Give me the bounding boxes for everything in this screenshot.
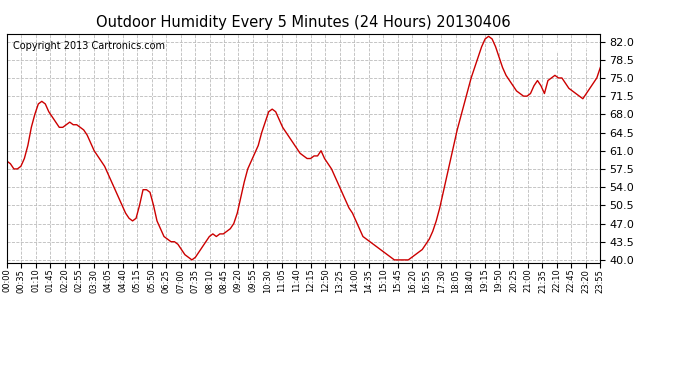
Text: Copyright 2013 Cartronics.com: Copyright 2013 Cartronics.com [13, 40, 165, 51]
Title: Outdoor Humidity Every 5 Minutes (24 Hours) 20130406: Outdoor Humidity Every 5 Minutes (24 Hou… [97, 15, 511, 30]
